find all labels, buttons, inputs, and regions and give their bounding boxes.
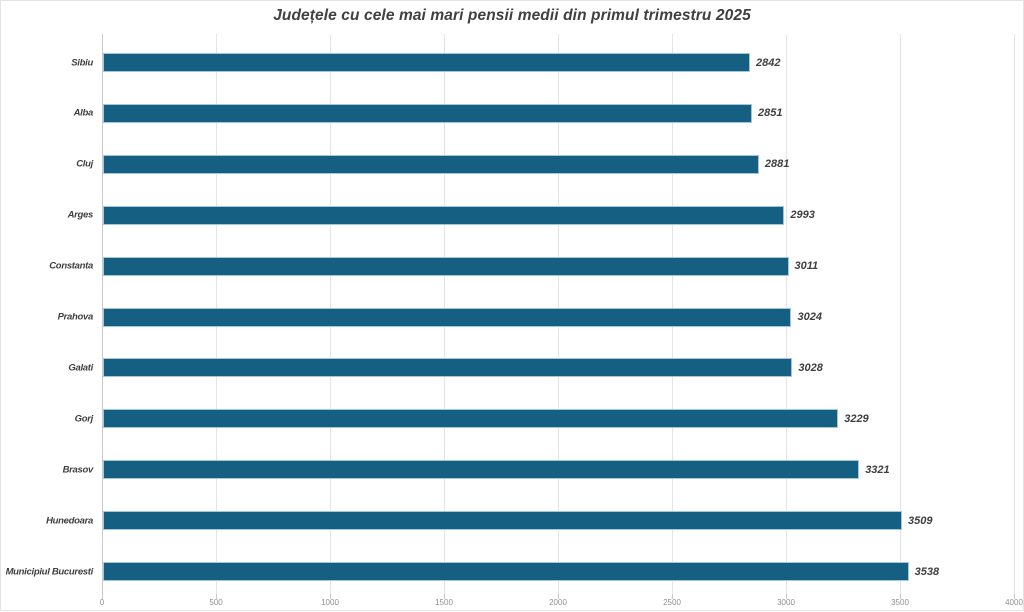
x-tick-label: 4000 [1005,598,1023,607]
category-label: Sibiu [71,57,93,68]
value-label: 2842 [755,56,781,69]
value-label: 3509 [908,514,933,527]
category-label: Municipiul Bucuresti [5,566,94,577]
chart-title: Județele cu cele mai mari pensii medii d… [273,7,751,24]
x-tick-mark [216,594,217,599]
category-label: Constanta [49,260,93,272]
category-label: Hunedoara [46,515,93,527]
category-label: Prahova [57,311,94,323]
bar [103,53,750,72]
bar [103,460,860,480]
bar [103,307,792,327]
x-tick-mark [558,594,559,599]
x-tick-mark [330,594,331,599]
x-tick-label: 1500 [435,598,453,607]
bar [103,256,789,276]
value-label: 3011 [794,260,819,273]
category-label: Gorj [74,413,94,425]
bar [103,358,793,378]
category-label: Arges [67,209,94,221]
value-label: 3229 [844,412,869,425]
value-label: 2881 [764,158,790,171]
x-tick-mark [672,594,673,599]
bar [103,511,903,531]
category-label: Cluj [76,158,93,170]
value-label: 3028 [798,361,823,374]
x-tick-label: 500 [209,598,223,607]
bar [103,562,909,581]
value-label: 2993 [790,209,815,222]
x-tick-mark [444,594,445,599]
value-label: 2851 [758,107,783,120]
x-tick-label: 3000 [777,598,795,607]
x-tick-label: 3500 [891,598,909,607]
gridline [1014,34,1015,594]
x-tick-mark [786,594,787,599]
category-axis-line [102,34,103,594]
category-label: Alba [73,107,94,119]
category-label: Galati [68,362,93,374]
bar [103,154,759,174]
value-label: 3024 [797,311,822,323]
value-label: 3538 [914,565,940,578]
bar [103,103,753,123]
bar [103,409,839,429]
x-tick-label: 0 [99,598,105,607]
x-tick-mark [1014,594,1015,599]
gridline [900,34,901,594]
value-label: 3321 [865,463,890,476]
x-tick-mark [102,594,103,599]
category-label: Brasov [62,464,94,476]
x-tick-label: 1000 [321,598,339,607]
x-tick-label: 2500 [663,598,681,607]
x-tick-mark [900,594,901,599]
bar [103,205,785,225]
x-tick-label: 2000 [549,598,567,607]
